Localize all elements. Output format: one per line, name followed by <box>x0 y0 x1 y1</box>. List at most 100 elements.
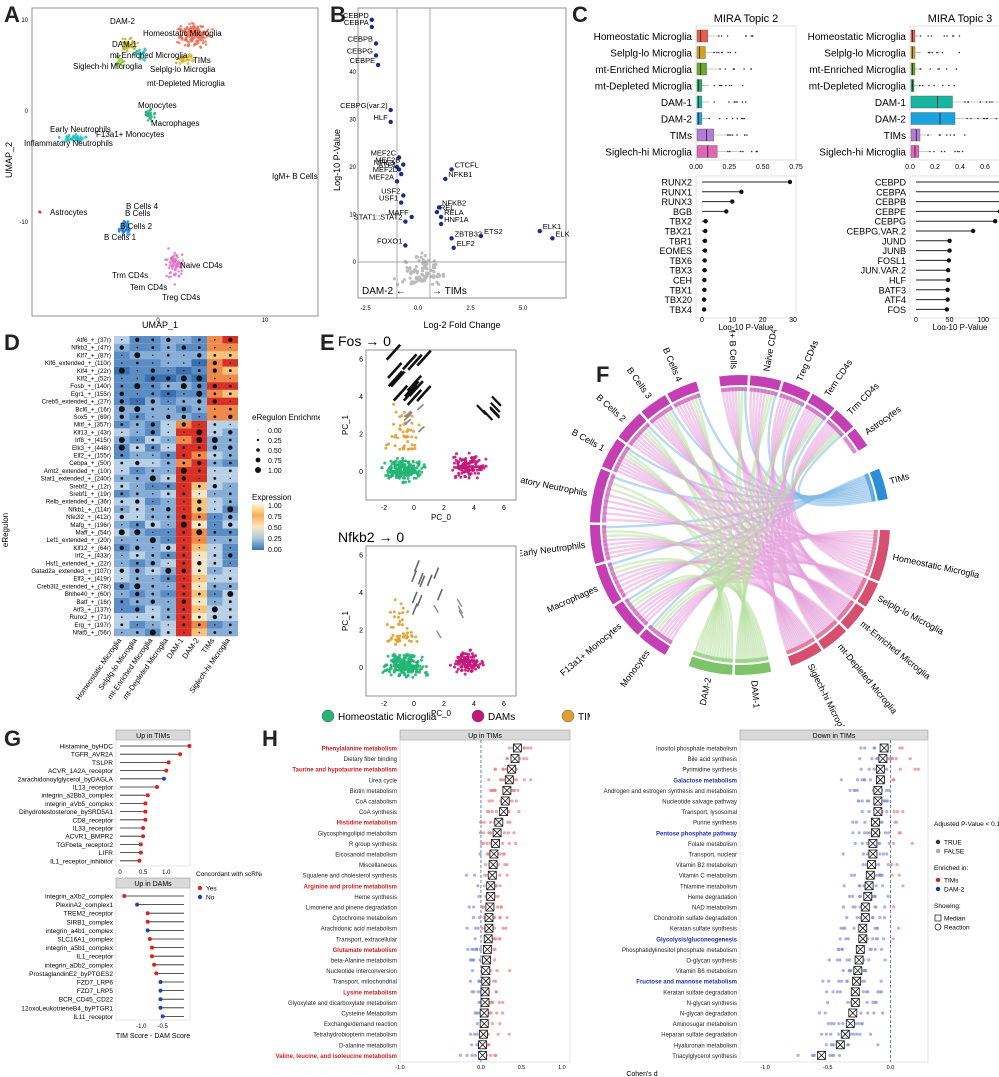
volcano-bg-point <box>405 269 409 273</box>
heatmap-dot <box>119 584 125 589</box>
reaction-point <box>827 958 831 962</box>
pca-point <box>455 466 458 470</box>
pca-point <box>417 423 421 427</box>
panel-d-color-legend-labels: 1.000.750.500.250.00 <box>268 503 282 554</box>
median-cross <box>864 881 874 891</box>
umap-point <box>206 28 210 32</box>
reaction-point <box>516 788 520 792</box>
pca-ytick: 0 <box>359 665 363 672</box>
reaction-point <box>522 757 526 761</box>
umap-point <box>124 41 128 44</box>
lollipop-frame <box>695 175 797 319</box>
reaction-point <box>855 788 860 792</box>
reaction-point <box>498 884 502 888</box>
umap-point <box>211 27 214 31</box>
pca-point <box>460 465 464 469</box>
median-cross <box>479 1019 489 1028</box>
volcano-point-label: HNF1A <box>444 215 469 224</box>
pca-point <box>479 464 483 468</box>
pca-point <box>463 668 467 672</box>
pca-point <box>403 672 407 675</box>
lollipop-category: JUND <box>882 236 906 246</box>
reaction-point <box>841 852 845 856</box>
volcano-ytick: 20 <box>349 165 356 171</box>
lollipop-category: BGB <box>673 207 692 217</box>
heatmap-row-label: Lef1_extended_+_(20r) <box>46 537 111 544</box>
heatmap-dot <box>198 577 201 580</box>
metabolism-xlabel: Cohen's d <box>626 1071 657 1077</box>
pca-point <box>394 668 398 672</box>
legend-label: Yes <box>206 886 217 893</box>
heatmap-dot <box>166 461 170 465</box>
reaction-point <box>826 1000 830 1004</box>
heatmap-row-label: Elf2_+_(155r) <box>73 453 111 460</box>
reaction-point <box>851 831 855 835</box>
chord-sector-arc <box>639 629 670 655</box>
heatmap-dot <box>212 614 217 620</box>
heatmap-dot <box>181 514 186 520</box>
pca-point <box>402 422 406 426</box>
umap-point <box>121 37 124 41</box>
heatmap-dot <box>213 461 217 465</box>
pca-point <box>411 669 415 673</box>
reaction-point <box>823 1011 827 1015</box>
reaction-point <box>480 926 484 930</box>
reaction-point <box>891 937 895 941</box>
heatmap-dot <box>149 475 156 482</box>
panel-label-e: E <box>320 330 335 355</box>
volcano-point-label: CEBPE <box>350 56 375 65</box>
cluster-label: mt-Depleted Microglia <box>147 79 225 88</box>
reaction-point <box>498 916 502 920</box>
volcano-bg-point <box>426 258 430 262</box>
reaction-point <box>881 1011 885 1015</box>
reaction-point <box>882 799 887 803</box>
chord-sector-inner <box>864 529 878 577</box>
pca-point <box>464 461 468 465</box>
umap-point <box>195 27 198 31</box>
reaction-point <box>496 1032 500 1036</box>
size-legend-label: 0.75 <box>268 458 282 465</box>
metabolism-category: Arachidonic acid metabolism <box>321 927 397 933</box>
pca-point <box>397 668 401 672</box>
pca-point <box>456 667 460 671</box>
pca-point <box>408 463 412 467</box>
umap-point <box>180 38 184 41</box>
umap-point <box>176 40 179 44</box>
lollipop-head <box>946 258 952 263</box>
pca-xtick: 6 <box>502 701 506 708</box>
volcano-ytick: 40 <box>349 70 356 76</box>
chord-link <box>781 424 837 640</box>
pca-xlabel: PC_0 <box>431 709 452 718</box>
pca-point <box>420 470 424 474</box>
cluster-label: B Cells 2 <box>120 222 153 231</box>
lollipop-category: TBX2 <box>669 217 692 227</box>
reaction-point <box>886 894 890 898</box>
reaction-point <box>505 873 509 877</box>
metabolism-category: Pyrimidine synthesis <box>682 768 737 774</box>
umap-point <box>126 47 129 50</box>
boxplot-outlier <box>728 134 730 136</box>
lollipop-head <box>150 945 154 950</box>
heatmap-dot <box>149 537 156 544</box>
heatmap-dot <box>214 377 216 380</box>
lollipop-category: CEBPA <box>876 187 906 197</box>
pca-point <box>460 664 464 668</box>
pca-point <box>416 471 420 475</box>
median-cross <box>879 743 889 753</box>
lollipop-category: JUNB <box>882 246 906 256</box>
metabolism-category: CoA synthesis <box>359 810 397 816</box>
reaction-point <box>863 969 867 973</box>
boxplot-outlier <box>938 134 941 136</box>
boxplot-outlier <box>726 117 728 120</box>
heatmap-row-label: Fosb_+_(140r) <box>70 383 111 390</box>
chord-link <box>653 584 769 661</box>
lollipop-category: TBR1 <box>669 236 692 246</box>
lollipop-category: ATF4 <box>885 295 906 305</box>
panel-d-cells <box>114 336 238 637</box>
reaction-point <box>857 799 861 803</box>
umap-point <box>122 227 125 230</box>
heatmap-dot <box>167 431 170 434</box>
chord-link <box>609 557 729 663</box>
lollipop-head <box>143 809 148 814</box>
chord-sector-label: Siglech-hi Microglia <box>806 662 850 726</box>
